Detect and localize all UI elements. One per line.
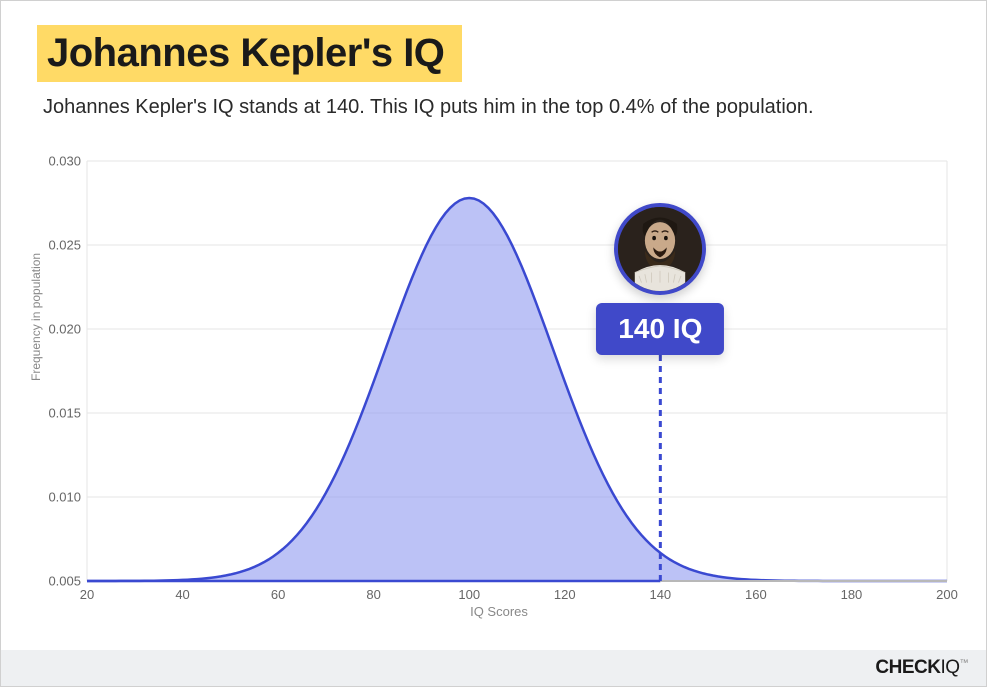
x-tick-label: 40 xyxy=(175,587,189,602)
person-avatar xyxy=(614,203,706,295)
title-wrap: Johannes Kepler's IQ xyxy=(1,1,986,82)
y-tick-label: 0.015 xyxy=(48,406,81,421)
x-tick-label: 100 xyxy=(458,587,480,602)
chart-area: Frequency in population xyxy=(39,151,959,621)
x-tick-label: 200 xyxy=(936,587,958,602)
x-tick-label: 180 xyxy=(841,587,863,602)
iq-badge: 140 IQ xyxy=(596,303,724,355)
page-title: Johannes Kepler's IQ xyxy=(37,25,462,82)
brand-prefix: CHECK xyxy=(875,657,940,678)
y-tick-label: 0.025 xyxy=(48,238,81,253)
portrait-icon xyxy=(618,207,702,291)
x-tick-label: 120 xyxy=(554,587,576,602)
x-tick-label: 160 xyxy=(745,587,767,602)
subtitle: Johannes Kepler's IQ stands at 140. This… xyxy=(43,96,986,119)
brand-tm: ™ xyxy=(960,658,969,668)
y-tick-label: 0.020 xyxy=(48,322,81,337)
y-axis-label: Frequency in population xyxy=(29,253,43,381)
y-tick-label: 0.010 xyxy=(48,490,81,505)
x-tick-label: 60 xyxy=(271,587,285,602)
brand-logo: CHECKIQ™ xyxy=(875,657,968,679)
infographic-card: Johannes Kepler's IQ Johannes Kepler's I… xyxy=(0,0,987,687)
x-tick-label: 80 xyxy=(366,587,380,602)
brand-suffix: IQ xyxy=(940,657,959,678)
y-tick-label: 0.030 xyxy=(48,154,81,169)
distribution-chart xyxy=(87,161,947,581)
x-tick-label: 20 xyxy=(80,587,94,602)
y-tick-label: 0.005 xyxy=(48,574,81,589)
x-tick-label: 140 xyxy=(649,587,671,602)
footer-bar: CHECKIQ™ xyxy=(1,650,986,686)
x-axis-label: IQ Scores xyxy=(470,604,528,619)
plot-region: 140 IQ 0.0050.0100.0150.0200.0250.030204… xyxy=(87,161,947,581)
